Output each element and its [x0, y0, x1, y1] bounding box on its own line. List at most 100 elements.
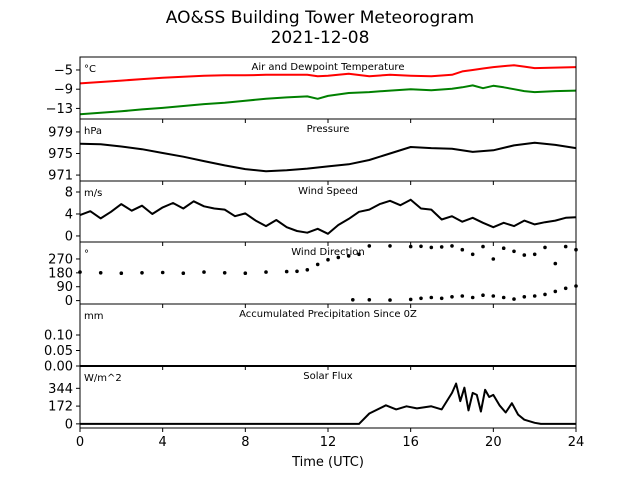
wind-direction-point — [243, 271, 248, 276]
wind-direction-point — [419, 244, 423, 249]
wind-direction-point — [351, 298, 355, 302]
precipitation-y-tick-label: 0.10 — [44, 329, 73, 344]
solar-flux-y-tick-label: 172 — [48, 400, 73, 415]
wind-direction-point — [481, 244, 485, 249]
temperature-panel: −5 −9 −13 °C Air and Dewpoint Temperature — [46, 56, 577, 123]
wind-direction-point — [491, 294, 496, 298]
wind-direction-point — [460, 247, 465, 252]
wind-direction-point — [532, 294, 537, 298]
wind-direction-point — [284, 269, 289, 274]
wind-direction-point — [501, 246, 506, 250]
wind-direction-y-tick-label: 0 — [65, 294, 73, 309]
wind-direction-point — [140, 271, 144, 275]
x-tick-label: 24 — [568, 435, 585, 450]
wind-direction-point — [357, 252, 361, 257]
temperature-y-tick-label: −13 — [46, 102, 73, 117]
wind-direction-point — [419, 296, 423, 301]
precipitation-panel-title: Accumulated Precipitation Since 0Z — [239, 309, 417, 320]
wind-direction-point — [491, 257, 496, 261]
precipitation-unit-label: mm — [84, 311, 103, 322]
x-tick-label: 16 — [402, 435, 419, 450]
wind-direction-point — [460, 294, 465, 298]
wind-direction-point — [367, 298, 372, 302]
wind-direction-point — [181, 271, 186, 276]
pressure-panel-title: Pressure — [307, 124, 350, 135]
wind-direction-panel-title: Wind Direction — [291, 247, 365, 258]
wind-direction-point — [408, 297, 413, 302]
wind-speed-unit-label: m/s — [84, 188, 102, 199]
wind-direction-point — [512, 297, 516, 301]
wind-direction-unit-label: ° — [84, 249, 89, 260]
pressure-series-line-1 — [79, 141, 577, 173]
wind-direction-point — [553, 289, 558, 294]
wind-direction-y-tick-label: 180 — [48, 266, 73, 281]
temperature-y-tick-label: −9 — [54, 83, 73, 98]
wind-direction-point — [450, 244, 454, 248]
solar-flux-y-tick-label: 0 — [65, 417, 73, 432]
wind-direction-point — [264, 270, 268, 274]
wind-direction-point — [532, 252, 537, 257]
wind-direction-point — [315, 262, 320, 267]
wind-direction-y-tick-label: 90 — [56, 280, 73, 295]
wind-speed-series-line-1 — [79, 198, 577, 235]
wind-direction-point — [98, 271, 103, 275]
wind-direction-point — [119, 271, 124, 276]
wind-direction-point — [553, 261, 558, 266]
wind-direction-point — [512, 249, 516, 254]
wind-direction-point — [439, 245, 444, 249]
wind-direction-point — [439, 296, 444, 301]
wind-speed-panel: 8 4 0 m/s Wind Speed — [65, 180, 577, 246]
temperature-series-line-1 — [79, 64, 577, 85]
x-axis-label: Time (UTC) — [291, 455, 364, 470]
wind-direction-point — [222, 271, 227, 275]
wind-direction-point — [501, 295, 506, 300]
pressure-panel: 979 975 971 hPa Pressure — [48, 118, 577, 185]
wind-direction-point — [470, 252, 475, 257]
solar-flux-panel: 344 172 0 W/m^2 Solar Flux — [48, 365, 577, 432]
precipitation-y-tick-label: 0.05 — [44, 344, 73, 359]
wind-speed-panel-title: Wind Speed — [298, 186, 358, 197]
solar-flux-panel-title: Solar Flux — [303, 371, 353, 382]
x-tick-label: 20 — [485, 435, 502, 450]
wind-direction-point — [326, 257, 330, 262]
x-tick-label: 4 — [159, 435, 167, 450]
pressure-unit-label: hPa — [84, 126, 102, 137]
wind-direction-point — [346, 254, 351, 258]
x-tick-label: 8 — [241, 435, 249, 450]
wind-speed-y-tick-label: 0 — [65, 229, 73, 244]
wind-direction-point — [543, 292, 547, 297]
wind-direction-point — [388, 298, 392, 302]
solar-flux-unit-label: W/m^2 — [84, 373, 122, 384]
x-tick-label: 12 — [320, 435, 337, 450]
wind-direction-point — [429, 295, 434, 300]
chart-title-line1: AO&SS Building Tower Meteorogram — [165, 8, 475, 28]
wind-direction-point — [563, 286, 568, 291]
temperature-series-line-2 — [79, 84, 577, 116]
wind-direction-point — [522, 253, 527, 257]
temperature-unit-label: °C — [84, 64, 96, 75]
wind-direction-point — [295, 269, 299, 274]
wind-direction-point — [160, 270, 165, 275]
chart-title-line2: 2021-12-08 — [270, 28, 370, 48]
precipitation-y-tick-label: 0.00 — [44, 360, 73, 375]
pressure-y-tick-label: 975 — [48, 147, 73, 162]
wind-direction-point — [481, 293, 485, 298]
wind-direction-point — [367, 244, 372, 248]
wind-direction-point — [336, 255, 341, 260]
temperature-panel-title: Air and Dewpoint Temperature — [252, 62, 405, 73]
solar-flux-y-tick-label: 344 — [48, 382, 73, 397]
wind-direction-point — [202, 270, 206, 274]
wind-direction-point — [408, 244, 413, 249]
precipitation-panel: 0.100.050.00 mm Accumulated Precipitation … — [44, 303, 577, 375]
pressure-y-tick-label: 971 — [48, 169, 73, 184]
wind-direction-point — [470, 295, 475, 300]
wind-direction-point — [388, 244, 392, 248]
wind-direction-point — [543, 245, 547, 250]
wind-direction-point — [305, 268, 310, 272]
temperature-y-tick-label: −5 — [54, 63, 73, 78]
wind-direction-point — [450, 295, 454, 299]
wind-speed-y-tick-label: 8 — [65, 185, 73, 200]
solar-flux-series-line-1 — [80, 382, 576, 425]
